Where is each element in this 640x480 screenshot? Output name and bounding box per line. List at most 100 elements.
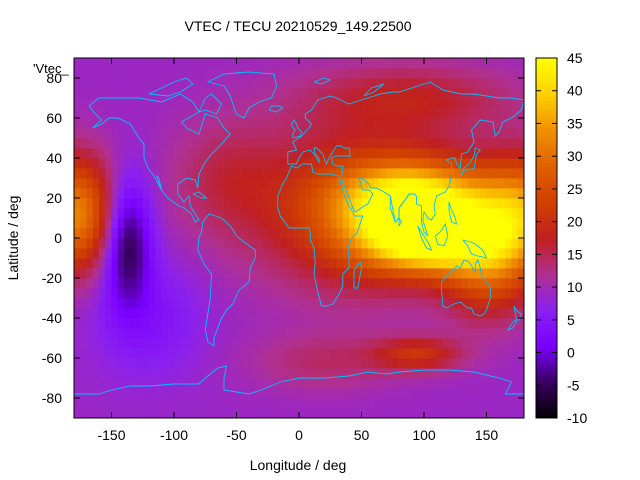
heatmap-cell [105, 398, 112, 409]
heatmap-cell [342, 388, 350, 399]
heatmap-cell [399, 178, 406, 189]
heatmap-cell [517, 268, 525, 279]
heatmap-cell [92, 318, 100, 329]
colorbar-cell [536, 391, 557, 396]
heatmap-cell [86, 138, 94, 149]
heatmap-cell [367, 118, 375, 129]
heatmap-cell [292, 388, 300, 399]
heatmap-cell [417, 58, 425, 69]
heatmap-cell [186, 368, 194, 379]
heatmap-cell [474, 208, 481, 219]
heatmap-cell [361, 98, 369, 109]
heatmap-cell [167, 108, 175, 119]
heatmap-cell [517, 228, 525, 239]
heatmap-cell [355, 398, 362, 409]
heatmap-cell [192, 208, 200, 219]
heatmap-cell [511, 188, 519, 199]
heatmap-cell [224, 288, 231, 299]
heatmap-cell [355, 138, 362, 149]
heatmap-cell [155, 328, 162, 339]
heatmap-cell [86, 408, 94, 419]
heatmap-cell [267, 88, 275, 99]
heatmap-cell [430, 228, 437, 239]
heatmap-cell [486, 408, 494, 419]
heatmap-cell [399, 168, 406, 179]
heatmap-cell [211, 328, 219, 339]
heatmap-cell [186, 288, 194, 299]
heatmap-cell [149, 58, 156, 69]
heatmap-cell [480, 338, 487, 349]
y-tick-label: 60 [46, 110, 62, 126]
heatmap-cell [392, 378, 400, 389]
heatmap-cell [74, 408, 81, 419]
heatmap-cell [386, 88, 394, 99]
heatmap-cell [255, 278, 262, 289]
heatmap-cell [74, 158, 81, 169]
heatmap-cell [392, 288, 400, 299]
heatmap-cell [205, 258, 212, 269]
heatmap-cell [505, 358, 512, 369]
heatmap-cell [105, 118, 112, 129]
heatmap-cell [130, 288, 137, 299]
heatmap-cell [405, 358, 412, 369]
colorbar-cell [536, 202, 557, 206]
heatmap-cell [411, 168, 419, 179]
heatmap-cell [461, 398, 469, 409]
heatmap-cell [236, 98, 244, 109]
heatmap-cell [305, 308, 312, 319]
heatmap-cell [467, 398, 475, 409]
heatmap-cell [511, 228, 519, 239]
heatmap-cell [455, 388, 462, 399]
heatmap-cell [105, 168, 112, 179]
heatmap-cell [361, 318, 369, 329]
heatmap-cell [355, 128, 362, 139]
heatmap-cell [355, 348, 362, 359]
heatmap-cell [117, 408, 125, 419]
colorbar-cell [536, 107, 557, 111]
heatmap-cell [305, 88, 312, 99]
heatmap-cell [130, 158, 137, 169]
heatmap-cell [386, 68, 394, 79]
heatmap-cell [449, 258, 456, 269]
heatmap-cell [205, 408, 212, 419]
heatmap-cell [292, 358, 300, 369]
heatmap-cell [324, 358, 331, 369]
heatmap-cell [492, 108, 500, 119]
heatmap-cell [242, 278, 250, 289]
heatmap-cell [292, 368, 300, 379]
heatmap-cell [461, 168, 469, 179]
heatmap-cell [117, 78, 125, 89]
heatmap-cell [92, 148, 100, 159]
heatmap-cell [186, 118, 194, 129]
heatmap-cell [492, 338, 500, 349]
heatmap-cell [199, 58, 206, 69]
heatmap-cell [199, 168, 206, 179]
heatmap-cell [355, 218, 362, 229]
heatmap-cell [117, 278, 125, 289]
heatmap-cell [342, 268, 350, 279]
heatmap-cell [74, 78, 81, 89]
heatmap-cell [305, 338, 312, 349]
heatmap-cell [392, 158, 400, 169]
heatmap-cell [224, 358, 231, 369]
heatmap-cell [449, 238, 456, 249]
heatmap-cell [455, 228, 462, 239]
heatmap-cell [330, 328, 337, 339]
heatmap-cell [199, 138, 206, 149]
heatmap-cell [480, 238, 487, 249]
heatmap-cell [324, 338, 331, 349]
heatmap-cell [74, 218, 81, 229]
heatmap-cell [224, 388, 231, 399]
heatmap-cell [180, 148, 187, 159]
heatmap-cell [142, 188, 150, 199]
heatmap-cell [474, 338, 481, 349]
heatmap-cell [292, 98, 300, 109]
heatmap-cell [330, 398, 337, 409]
heatmap-cell [249, 58, 256, 69]
heatmap-cell [517, 198, 525, 209]
heatmap-cell [505, 108, 512, 119]
heatmap-cell [111, 318, 119, 329]
heatmap-cell [111, 228, 119, 239]
heatmap-cell [211, 118, 219, 129]
colorbar-cell [536, 388, 557, 393]
